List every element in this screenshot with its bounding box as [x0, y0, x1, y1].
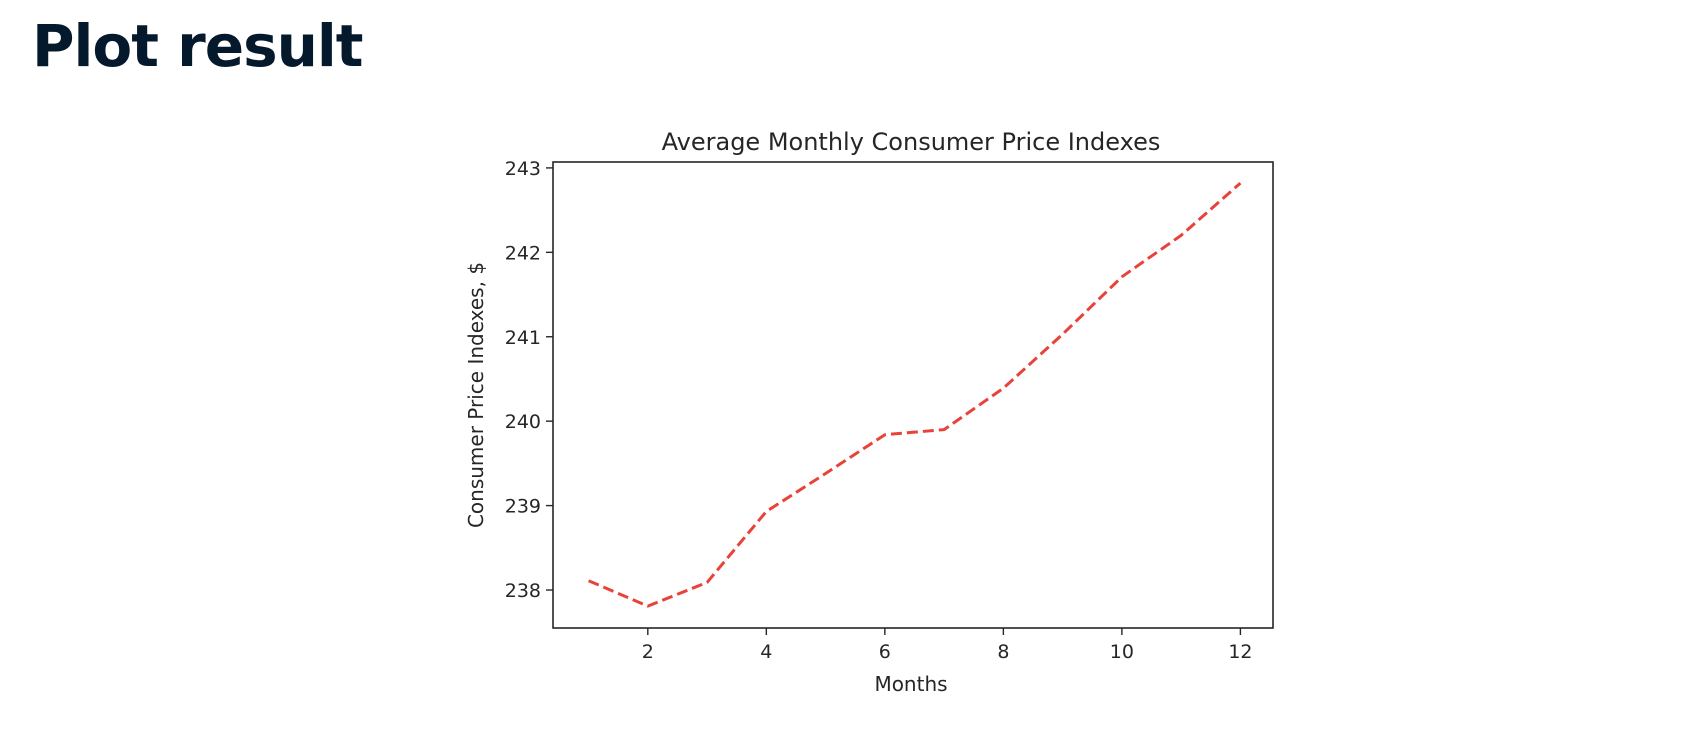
- x-tick-label: 6: [879, 641, 891, 663]
- y-axis-label: Consumer Price Indexes, $: [464, 262, 488, 528]
- x-tick-label: 2: [642, 641, 654, 663]
- y-tick-label: 243: [505, 158, 541, 180]
- x-ticks: 2 4 6 8 10 12: [642, 628, 1253, 663]
- series-line: [588, 181, 1242, 608]
- y-ticks: 238 239 240 241 242 243: [505, 158, 553, 602]
- y-tick-label: 241: [505, 327, 541, 349]
- y-tick-label: 240: [505, 411, 541, 433]
- x-tick-label: 12: [1228, 641, 1252, 663]
- plot-frame: [552, 161, 1274, 629]
- x-axis-label: Months: [874, 672, 947, 696]
- chart-title: Average Monthly Consumer Price Indexes: [662, 128, 1161, 156]
- y-tick-label: 239: [505, 496, 541, 518]
- x-tick-label: 4: [760, 641, 772, 663]
- y-tick-label: 238: [505, 580, 541, 602]
- x-tick-label: 8: [997, 641, 1009, 663]
- series-lines: [588, 181, 1242, 608]
- x-tick-label: 10: [1110, 641, 1134, 663]
- y-tick-label: 242: [505, 242, 541, 264]
- page-heading: Plot result: [32, 12, 364, 80]
